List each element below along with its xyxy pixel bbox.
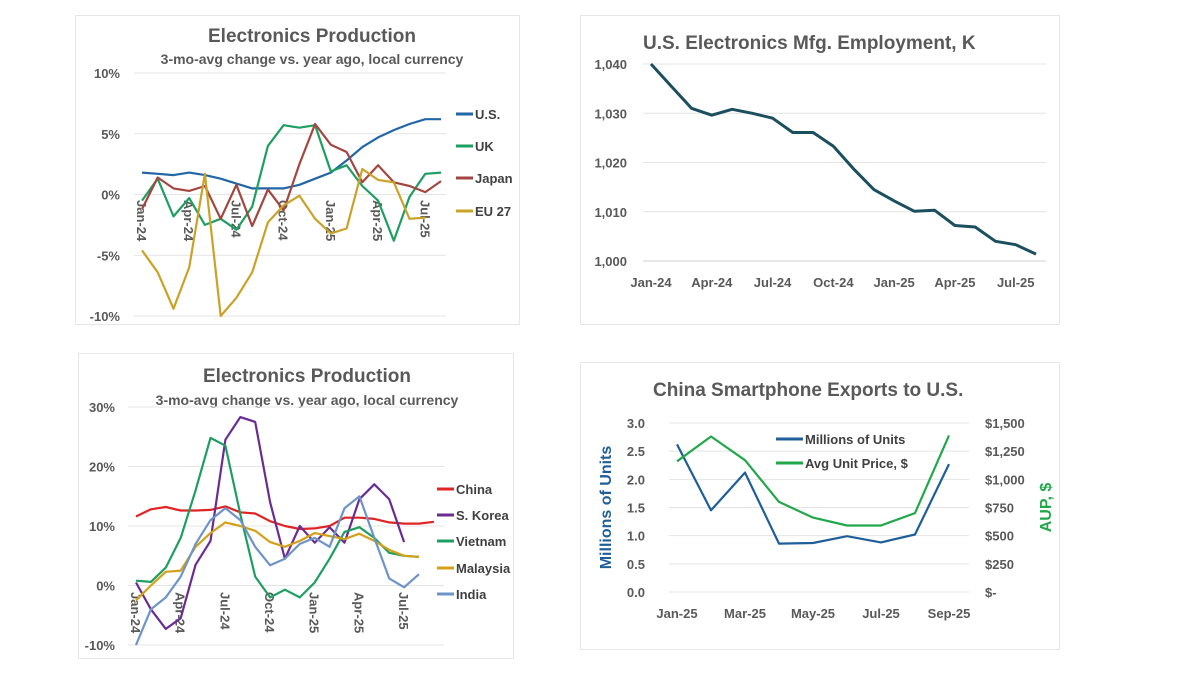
series-line-millions-of-units (676, 443, 950, 545)
chart-title: Electronics Production (208, 26, 416, 47)
legend-label-u-s: U.S. (475, 107, 500, 122)
x-tick-label: Jul-25 (417, 200, 432, 238)
chart-us-employment: U.S. Electronics Mfg. Employment, K 1,04… (594, 33, 1046, 290)
y-tick-label: 1.5 (627, 501, 645, 516)
y-tick-label: 0% (96, 579, 115, 594)
y-tick-label: -10% (85, 638, 116, 653)
series-line-avg-unit-price (676, 434, 951, 527)
x-tick-label: Jan-25 (656, 606, 697, 621)
x-tick-label: Jan-24 (630, 275, 672, 290)
x-tick-label: Apr-25 (351, 592, 366, 633)
chart-title: China Smartphone Exports to U.S. (653, 380, 963, 401)
x-tick-label: Apr-25 (934, 275, 975, 290)
chart-panel-china-smartphone-exports: China Smartphone Exports to U.S. 3.0 2.5 2… (580, 362, 1060, 650)
x-tick-label: Oct-24 (262, 592, 277, 633)
chart-panel-us-employment: U.S. Electronics Mfg. Employment, K 1,04… (580, 15, 1060, 325)
y-tick-label: 20% (89, 460, 115, 475)
chart-panel-electronics-production-developed: Electronics Production 3-mo-avg change v… (75, 15, 520, 325)
y-tick-label: -10% (90, 309, 121, 324)
y-right-tick-label: $500 (985, 529, 1014, 544)
y-tick-label: 30% (89, 400, 115, 415)
y-right-tick-label: $750 (985, 501, 1014, 516)
chart-electronics-production-developed: Electronics Production 3-mo-avg change v… (90, 26, 513, 324)
y-right-tick-label: $1,500 (985, 416, 1025, 431)
series-line-china (135, 505, 435, 531)
x-tick-label: Jan-24 (128, 592, 143, 634)
y-axis-title: Millions of Units (598, 446, 615, 570)
y-tick-label: 0.5 (627, 557, 645, 572)
series-line-u-s (141, 118, 441, 190)
legend-label-avg-unit-price: Avg Unit Price, $ (805, 456, 909, 471)
y-tick-label: 2.5 (627, 444, 645, 459)
y-tick-label: 1,040 (594, 57, 627, 72)
legend-label-uk: UK (475, 139, 494, 154)
chart-panel-electronics-production-asia: Electronics Production 3-mo-avg change v… (78, 353, 514, 659)
x-tick-label: May-25 (791, 606, 835, 621)
y-tick-label: -5% (97, 248, 121, 263)
x-tick-label: Jan-25 (874, 275, 915, 290)
y-axis-right-title: AUP, $ (1038, 483, 1055, 533)
x-tick-label: Apr-24 (173, 592, 188, 634)
series-line-employment (649, 62, 1037, 256)
x-tick-label: Apr-25 (370, 200, 385, 241)
chart-china-smartphone-exports: China Smartphone Exports to U.S. 3.0 2.5 2… (598, 380, 1055, 621)
legend-label-japan: Japan (475, 171, 513, 186)
legend-label-india: India (456, 587, 487, 602)
y-tick-label: 1,030 (594, 106, 627, 121)
chart-subtitle: 3-mo-avg change vs. year ago, local curr… (161, 51, 464, 67)
legend-label-s-korea: S. Korea (456, 508, 510, 523)
x-tick-label: Jul-24 (228, 200, 243, 238)
x-tick-label: Jan-25 (307, 592, 322, 633)
x-tick-label: Jul-24 (217, 592, 232, 630)
chart-title: U.S. Electronics Mfg. Employment, K (643, 33, 976, 54)
y-right-tick-label: $250 (985, 557, 1014, 572)
x-tick-label: Mar-25 (724, 606, 766, 621)
y-tick-label: 0.0 (627, 585, 645, 600)
y-tick-label: 0% (101, 188, 120, 203)
x-tick-label: Jul-25 (997, 275, 1035, 290)
x-tick-label: Jul-25 (396, 592, 411, 630)
y-tick-label: 1.0 (627, 529, 645, 544)
y-tick-label: 2.0 (627, 472, 645, 487)
series-line-malaysia (135, 521, 420, 602)
y-right-tick-label: $1,000 (985, 472, 1025, 487)
legend-label-china: China (456, 482, 493, 497)
x-tick-label: Jul-25 (862, 606, 900, 621)
x-tick-label: Jul-24 (754, 275, 792, 290)
x-tick-label: Apr-24 (691, 275, 733, 290)
y-tick-label: 1,000 (594, 254, 627, 269)
x-tick-label: Sep-25 (928, 606, 971, 621)
y-tick-label: 3.0 (627, 416, 645, 431)
y-tick-label: 5% (101, 127, 120, 142)
legend-label-eu-27: EU 27 (475, 204, 511, 219)
series-line-india (134, 495, 420, 646)
chart-electronics-production-asia: Electronics Production 3-mo-avg change v… (85, 366, 511, 653)
y-tick-label: 10% (94, 66, 120, 81)
x-tick-label: Oct-24 (813, 275, 854, 290)
series-line-eu-27 (141, 167, 426, 318)
legend-label-millions-of-units: Millions of Units (805, 432, 905, 447)
x-tick-label: Jan-24 (134, 200, 149, 242)
y-tick-label: 10% (89, 519, 115, 534)
chart-subtitle: 3-mo-avg change vs. year ago, local curr… (156, 392, 459, 408)
chart-title: Electronics Production (203, 366, 411, 387)
series-line-japan (141, 122, 442, 228)
y-right-tick-label: $- (985, 585, 997, 600)
series-line-vietnam (135, 436, 420, 599)
y-tick-label: 1,010 (594, 205, 627, 220)
legend-label-vietnam: Vietnam (456, 534, 506, 549)
legend-label-malaysia: Malaysia (456, 561, 511, 576)
x-tick-label: Jan-25 (323, 200, 338, 241)
y-tick-label: 1,020 (594, 156, 627, 171)
y-right-tick-label: $1,250 (985, 444, 1025, 459)
series-line-uk (141, 124, 442, 242)
x-tick-label: Apr-24 (181, 200, 196, 242)
